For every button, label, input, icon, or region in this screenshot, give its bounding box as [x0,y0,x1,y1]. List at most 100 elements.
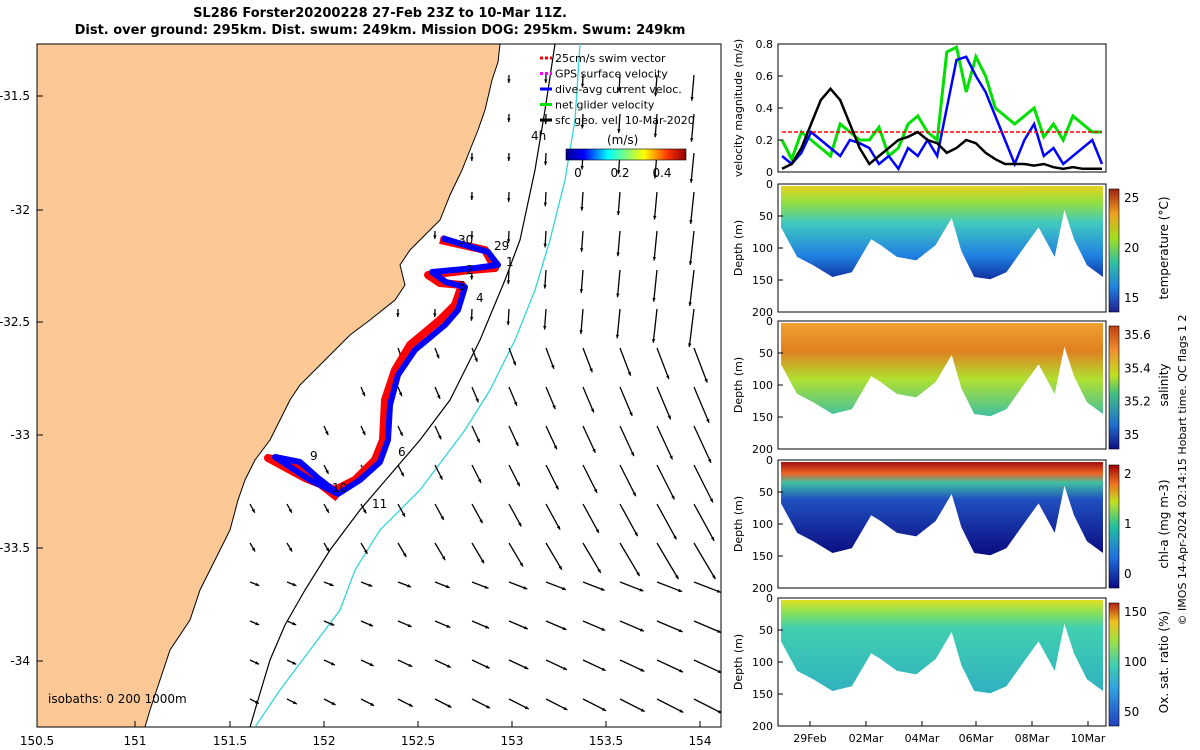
velocity-vector-head [543,284,547,289]
velocity-ylabel: velocity magnitude (m/s) [732,39,745,177]
depth-tick-label: 0 [766,178,773,191]
velocity-vector-head [447,704,452,708]
velocity-vector-head [601,667,606,671]
velocity-y-tick-label: 0.8 [756,38,774,51]
velocity-vector-head [439,475,443,480]
section-colorbar-label: chl-a (mg m-3) [1157,479,1171,568]
velocity-vector-head [470,157,474,161]
depth-tick-label: 100 [752,656,773,669]
velocity-vector-head [562,666,567,670]
section-panel: 25 20 15 temperature (°C) Depth (m) 0 50 100 150… [732,178,1171,319]
day-label: 3 [458,279,466,293]
depth-tick-label: 100 [752,242,773,255]
velocity-vector-head [396,313,400,317]
velocity-vector-head [251,508,255,513]
velocity-vector-head [485,665,490,669]
velocity-vector-head [507,198,511,202]
velocity-vector-head [553,445,557,450]
velocity-vector [545,698,568,711]
section-ylabel: Depth (m) [732,496,745,552]
velocity-vector [653,269,658,302]
velocity-vector [580,269,584,293]
velocity-panel: 0 0.2 0.4 0.6 0.8 velocity magnitude (m/s) [732,38,1107,179]
velocity-vector-head [639,628,644,632]
velocity-vector [619,464,637,497]
velocity-vector-head [325,508,329,513]
velocity-vector [580,308,584,335]
velocity-vector-head [580,83,585,88]
velocity-vector-head [615,334,620,339]
velocity-vector [545,347,555,370]
depth-tick-label: 50 [759,210,773,223]
section-colorbar-tick: 35.2 [1124,395,1151,409]
velocity-vector [693,386,710,424]
figure-title-line-2: Dist. over ground: 295km. Dist. swum: 24… [74,23,686,38]
day-label: 9 [310,449,318,463]
section-colorbar-tick: 100 [1124,655,1147,669]
velocity-vector-head [632,492,636,497]
velocity-y-tick-label: 0.4 [756,102,774,115]
velocity-vector-head [634,532,638,537]
velocity-series-line [780,45,1102,163]
day-label: 11 [372,497,387,511]
velocity-vector [619,659,645,672]
velocity-vector-head [480,559,485,564]
velocity-y-tick-label: 0.6 [756,70,774,83]
day-label: 2 [466,263,474,277]
velocity-vector-head [678,588,683,592]
velocity-vector-head [543,202,548,207]
time-tick-label: 04Mar [905,732,940,745]
velocity-vector-head [688,302,692,307]
velocity-vector [508,542,524,567]
velocity-vector [656,542,679,580]
velocity-vector [656,698,684,713]
time-tick-label: 10Mar [1071,732,1106,745]
figure-title-line-1: SL286 Forster20200228 27-Feb 23Z to 10-M… [193,6,567,21]
track-blue [272,235,501,498]
velocity-vector [689,230,695,266]
legend-entry: dive-avg current veloc. [555,83,682,96]
section-colorbar-label: Ox. sat. ratio (%) [1157,611,1171,713]
velocity-vector [471,503,484,524]
velocity-vector-head [675,575,679,580]
velocity-vector-head [690,96,694,101]
speed-colorbar-bar [565,148,687,161]
depth-tick-label: 150 [752,274,773,287]
section-colorbar-tick: 15 [1124,291,1139,305]
legend-entry: GPS surface velocity [555,68,668,81]
depth-tick-label: 100 [752,518,773,531]
velocity-vector-head [592,448,596,453]
velocity-vector-head [600,587,605,591]
glider-track: 29 1 234 6 11 30 10 9 [264,233,514,511]
map-x-tick-label: 152.5 [401,734,435,748]
velocity-vector-head [408,663,413,667]
velocity-vector-head [402,553,407,557]
velocity-vector [693,620,721,634]
velocity-vector-head [325,469,329,474]
velocity-vector-head [580,248,584,252]
velocity-vector [545,659,568,671]
velocity-vector-head [507,79,511,83]
velocity-vector-head [512,361,516,366]
map-y-tick-label: -32.5 [0,315,30,329]
velocity-vector-head [601,627,606,631]
map-x-tick-label: 150.5 [20,734,54,748]
copyright-note: © IMOS 14-Apr-2024 02:14:15 Hobart time.… [1176,315,1189,626]
day-label: 29 [494,239,509,253]
velocity-vector-head [652,256,657,261]
velocity-vector [582,659,606,672]
velocity-vector-head [292,661,297,665]
velocity-vector-head [330,622,335,626]
velocity-vector-head [580,165,584,170]
velocity-vector-head [716,589,721,593]
velocity-vector-head [362,431,366,436]
velocity-vector-head [689,179,694,183]
velocity-vector-head [433,235,437,239]
section-colorbar-label: temperature (°C) [1157,197,1171,300]
velocity-vector-head [653,133,658,138]
velocity-vector [616,269,621,298]
velocity-vector-head [718,710,721,714]
velocity-vector [619,698,646,713]
speed-colorbar-tick: 0.4 [652,166,671,180]
depth-tick-label: 0 [766,592,773,605]
